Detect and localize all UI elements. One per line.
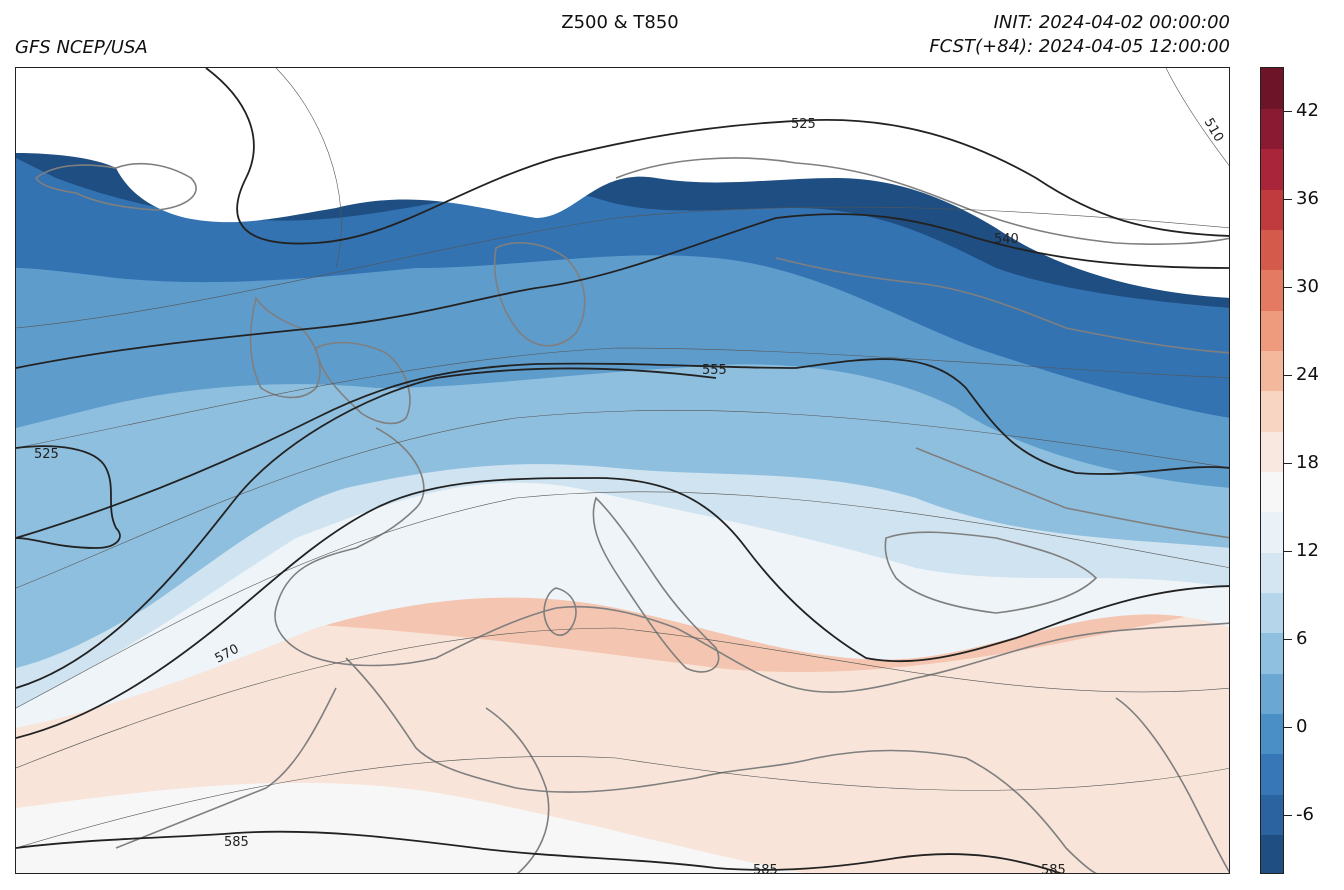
colorbar-tick	[1284, 551, 1292, 553]
colorbar-step	[1261, 68, 1283, 109]
colorbar-tick-label: 6	[1296, 628, 1308, 650]
colorbar-step	[1261, 632, 1283, 674]
colorbar-step	[1261, 713, 1283, 755]
contour-label: 585	[224, 835, 249, 850]
weather-map: 525 540 555 570 525 585 585 585 510	[15, 67, 1230, 874]
thin-contours	[16, 68, 1229, 849]
colorbar-step	[1261, 431, 1283, 472]
colorbar-tick	[1284, 287, 1292, 289]
contour-label: 585	[753, 863, 778, 874]
thick-contours	[16, 68, 1229, 873]
colorbar-tick	[1284, 463, 1292, 465]
colorbar-step	[1261, 673, 1283, 715]
colorbar-step	[1261, 310, 1283, 351]
contour-label: 525	[791, 117, 816, 132]
model-source: GFS NCEP/USA	[15, 37, 148, 58]
colorbar-step	[1261, 592, 1283, 634]
colorbar-tick	[1284, 199, 1292, 201]
colorbar-tick	[1284, 111, 1292, 113]
forecast-time: FCST(+84): 2024-04-05 12:00:00	[929, 36, 1230, 57]
contour-label: 540	[994, 232, 1019, 247]
colorbar-tick	[1284, 639, 1292, 641]
colorbar-step	[1261, 229, 1283, 271]
colorbar-step	[1261, 753, 1283, 795]
contour-label: 585	[1041, 863, 1066, 874]
colorbar-tick-label: 36	[1296, 188, 1319, 210]
colorbar-tick	[1284, 727, 1292, 729]
colorbar-step	[1261, 108, 1283, 150]
colorbar-tick	[1284, 815, 1292, 817]
colorbar-step	[1261, 471, 1283, 513]
map-title: Z500 & T850	[561, 12, 679, 33]
colorbar-step	[1261, 269, 1283, 311]
colorbar-step	[1261, 552, 1283, 594]
colorbar-tick-label: 42	[1296, 100, 1319, 122]
init-time: INIT: 2024-04-02 00:00:00	[993, 12, 1230, 33]
colorbar-tick-label: 30	[1296, 276, 1319, 298]
colorbar-step	[1261, 189, 1283, 230]
colorbar-tick-label: 0	[1296, 716, 1308, 738]
colorbar-step	[1261, 390, 1283, 432]
contour-label: 525	[34, 447, 59, 462]
colorbar-step	[1261, 350, 1283, 392]
colorbar-tick-label: -6	[1296, 804, 1314, 826]
colorbar-step	[1261, 834, 1283, 873]
colorbar-tick-label: 18	[1296, 452, 1319, 474]
colorbar-tick	[1284, 375, 1292, 377]
colorbar-step	[1261, 511, 1283, 553]
colorbar-tick-label: 12	[1296, 540, 1319, 562]
colorbar-step	[1261, 794, 1283, 836]
coastlines	[34, 157, 1229, 873]
colorbar-tick-label: 24	[1296, 364, 1319, 386]
missing-data-region	[16, 68, 1229, 298]
temp-band-neutral-sw	[16, 782, 805, 873]
colorbar-step	[1261, 148, 1283, 190]
colorbar	[1260, 67, 1284, 874]
contour-label: 555	[702, 363, 727, 378]
